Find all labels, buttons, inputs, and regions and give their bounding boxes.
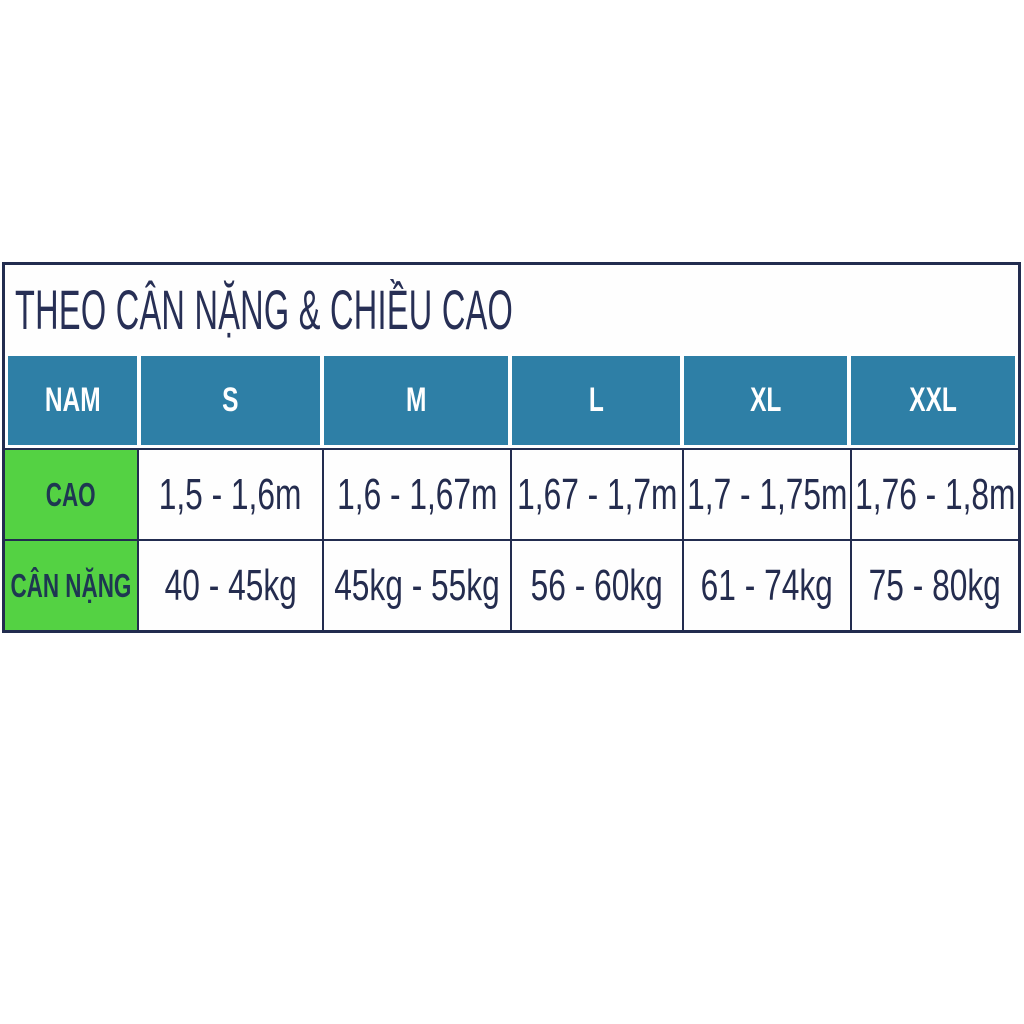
cell-value: 45kg - 55kg <box>334 560 500 610</box>
header-label: L <box>588 381 604 419</box>
height-cell-m: 1,6 - 1,67m <box>321 450 510 539</box>
header-cell-xxl: XXL <box>850 356 1015 445</box>
cell-value: 56 - 60kg <box>531 560 664 610</box>
header-label: XXL <box>909 381 957 419</box>
weight-cell-s: 40 - 45kg <box>137 541 322 630</box>
row-label: CÂN NẶNG <box>10 566 132 604</box>
cell-value: 1,7 - 1,75m <box>686 469 848 519</box>
cell-value: 40 - 45kg <box>164 560 297 610</box>
header-cell-l: L <box>512 356 680 445</box>
row-label: CAO <box>46 475 97 513</box>
header-label: XL <box>749 381 782 419</box>
height-cell-xxl: 1,76 - 1,8m <box>849 450 1018 539</box>
height-cell-s: 1,5 - 1,6m <box>137 450 322 539</box>
cell-value: 61 - 74kg <box>700 560 834 610</box>
table-row-weight: CÂN NẶNG 40 - 45kg 45kg - 55kg 56 - 60kg… <box>5 539 1018 630</box>
row-label-cell-weight: CÂN NẶNG <box>5 541 138 630</box>
table-header-row: NAM S M L XL XXL <box>5 353 1018 448</box>
header-label: S <box>222 381 239 419</box>
table-title: THEO CÂN NẶNG & CHIỀU CAO <box>15 277 514 341</box>
header-cell-xl: XL <box>683 356 847 445</box>
header-cell-s: S <box>140 356 321 445</box>
header-label: NAM <box>44 381 101 419</box>
header-label: M <box>406 381 427 419</box>
table-title-row: THEO CÂN NẶNG & CHIỀU CAO <box>5 265 1018 353</box>
height-cell-l: 1,67 - 1,7m <box>509 450 683 539</box>
cell-value: 1,76 - 1,8m <box>854 469 1015 519</box>
weight-cell-xxl: 75 - 80kg <box>849 541 1018 630</box>
height-cell-xl: 1,7 - 1,75m <box>682 450 850 539</box>
size-chart-table: THEO CÂN NẶNG & CHIỀU CAO NAM S M L XL X… <box>2 262 1021 633</box>
table-row-height: CAO 1,5 - 1,6m 1,6 - 1,67m 1,67 - 1,7m 1… <box>5 448 1018 539</box>
cell-value: 75 - 80kg <box>868 560 1001 610</box>
row-label-cell-height: CAO <box>5 450 138 539</box>
weight-cell-xl: 61 - 74kg <box>682 541 850 630</box>
header-cell-nam: NAM <box>8 356 137 445</box>
weight-cell-l: 56 - 60kg <box>509 541 683 630</box>
cell-value: 1,67 - 1,7m <box>517 469 678 519</box>
weight-cell-m: 45kg - 55kg <box>321 541 510 630</box>
cell-value: 1,6 - 1,67m <box>336 469 497 519</box>
cell-value: 1,5 - 1,6m <box>159 469 302 519</box>
header-cell-m: M <box>324 356 509 445</box>
